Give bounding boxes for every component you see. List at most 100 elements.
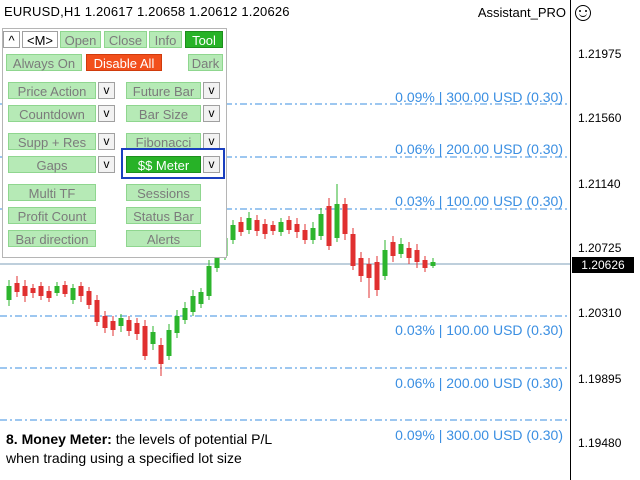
candle-body <box>278 222 284 232</box>
bar-size-button[interactable]: Bar Size <box>126 105 201 122</box>
candle-body <box>182 308 188 320</box>
candle-body <box>86 291 92 305</box>
candle-body <box>158 345 164 364</box>
caption-line2: when trading using a specified lot size <box>6 450 242 466</box>
price-label: 1.20310 <box>578 306 622 320</box>
dark-button[interactable]: Dark <box>188 54 223 71</box>
level-label: 0.09% | 300.00 USD (0.30) <box>395 427 563 443</box>
candle-body <box>270 225 276 231</box>
candle-body <box>342 204 348 234</box>
multi-tf-button[interactable]: Multi TF <box>8 184 96 201</box>
gaps-options[interactable]: v <box>98 156 115 173</box>
level-label: 0.03% | 100.00 USD (0.30) <box>395 193 563 209</box>
countdown-button[interactable]: Countdown <box>8 105 96 122</box>
candle-body <box>358 258 364 276</box>
open-button[interactable]: Open <box>60 31 101 48</box>
status-bar-button[interactable]: Status Bar <box>126 207 201 224</box>
smiley-icon <box>575 5 591 21</box>
bar-direction-button[interactable]: Bar direction <box>8 230 96 247</box>
candle-body <box>374 262 380 290</box>
candle-body <box>30 288 36 293</box>
price-label: 1.21140 <box>578 177 621 191</box>
price-label: 1.19480 <box>578 436 622 450</box>
candle-body <box>174 316 180 333</box>
price-scale-border <box>570 0 571 480</box>
price-label: 1.19895 <box>578 372 622 386</box>
supp-res-button[interactable]: Supp + Res <box>8 133 96 150</box>
candle-body <box>422 260 428 268</box>
disable-all-button[interactable]: Disable All <box>86 54 162 71</box>
alerts-button[interactable]: Alerts <box>126 230 201 247</box>
fibonacci-button[interactable]: Fibonacci <box>126 133 201 150</box>
sessions-button[interactable]: Sessions <box>126 184 201 201</box>
candle-body <box>46 291 52 298</box>
candle-body <box>190 296 196 312</box>
chart-header: EURUSD,H1 1.20617 1.20658 1.20612 1.2062… <box>4 4 290 19</box>
price-action-options[interactable]: v <box>98 82 115 99</box>
candle-body <box>406 248 412 258</box>
price-action-button[interactable]: Price Action <box>8 82 96 99</box>
current-price-label: 1.20626 <box>572 257 634 273</box>
candle-body <box>414 250 420 262</box>
money-meter-highlight <box>121 148 225 179</box>
candle-body <box>254 220 260 231</box>
candle-body <box>102 316 108 328</box>
candle-body <box>294 224 300 232</box>
caption: 8. Money Meter: the levels of potential … <box>6 430 273 468</box>
candle-body <box>134 323 140 334</box>
money-meter-button[interactable]: $$ Meter <box>126 156 201 173</box>
minimize-button[interactable]: <M> <box>22 31 58 48</box>
candle-body <box>198 292 204 304</box>
candle-body <box>110 321 116 330</box>
candle-body <box>150 332 156 344</box>
candle-body <box>286 220 292 230</box>
candle-body <box>6 286 12 300</box>
level-label: 0.06% | 200.00 USD (0.30) <box>395 375 563 391</box>
candle-body <box>206 266 212 296</box>
collapse-button[interactable]: ^ <box>3 31 20 48</box>
close-button[interactable]: Close <box>104 31 147 48</box>
candle-body <box>366 264 372 278</box>
candle-body <box>118 318 124 326</box>
tool-tab[interactable]: Tool <box>185 31 223 48</box>
future-bar-button[interactable]: Future Bar <box>126 82 201 99</box>
candle-body <box>38 286 44 296</box>
caption-title: 8. Money Meter: <box>6 431 112 447</box>
countdown-options[interactable]: v <box>98 105 115 122</box>
assistant-label: Assistant_PRO <box>477 5 566 20</box>
level-label: 0.03% | 100.00 USD (0.30) <box>395 322 563 338</box>
assistant-panel: ^ <M> Open Close Info Tool Always On Dis… <box>2 28 227 258</box>
candle-body <box>334 204 340 238</box>
supp-res-options[interactable]: v <box>98 133 115 150</box>
profit-count-button[interactable]: Profit Count <box>8 207 96 224</box>
candle-body <box>214 252 220 268</box>
candle-body <box>14 283 20 292</box>
gaps-button[interactable]: Gaps <box>8 156 96 173</box>
candle-body <box>22 286 28 296</box>
price-label: 1.21975 <box>578 47 622 61</box>
candle-body <box>126 320 132 331</box>
candle-body <box>94 300 100 322</box>
candle-body <box>262 224 268 234</box>
future-bar-options[interactable]: v <box>203 82 220 99</box>
candle-body <box>318 214 324 236</box>
candles <box>6 184 436 376</box>
candle-body <box>390 242 396 256</box>
candle-body <box>246 218 252 230</box>
candle-body <box>238 222 244 232</box>
candle-body <box>310 228 316 240</box>
candle-body <box>350 234 356 266</box>
info-button[interactable]: Info <box>149 31 182 48</box>
money-meter-options[interactable]: v <box>203 156 220 173</box>
candle-body <box>54 286 60 293</box>
candle-body <box>326 206 332 246</box>
bar-size-options[interactable]: v <box>203 105 220 122</box>
always-on-button[interactable]: Always On <box>6 54 82 71</box>
candle-body <box>166 330 172 356</box>
caption-line1: the levels of potential P/L <box>111 431 273 447</box>
candle-body <box>302 230 308 240</box>
price-label: 1.21560 <box>578 111 622 125</box>
candle-body <box>70 288 76 300</box>
candle-body <box>230 225 236 240</box>
